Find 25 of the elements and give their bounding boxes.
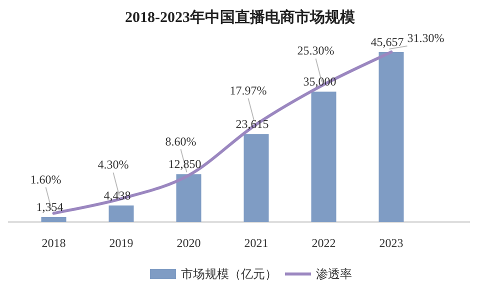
data-label: 45,657	[370, 35, 404, 49]
data-label: 31.30%	[407, 31, 444, 45]
x-tick-label: 2020	[176, 236, 201, 250]
data-label: 12,850	[168, 157, 202, 172]
data-label: 25.30%	[297, 44, 334, 58]
x-tick-label: 2018	[42, 236, 66, 250]
bar	[108, 205, 134, 222]
data-label: 8.60%	[165, 134, 196, 148]
data-label: 1,354	[36, 200, 64, 214]
legend-label: 市场规模（亿元）	[181, 267, 277, 281]
x-tick-label: 2019	[109, 236, 134, 250]
chart-title: 2018-2023年中国直播电商市场规模	[125, 8, 356, 26]
bar	[41, 216, 66, 222]
data-label: 17.97%	[230, 83, 267, 98]
legend-label: 渗透率	[316, 267, 352, 281]
data-label: 1.60%	[30, 172, 62, 186]
bar	[244, 134, 269, 222]
x-tick-label: 2021	[244, 236, 268, 250]
data-label: 4,438	[104, 188, 131, 202]
bar	[378, 52, 404, 222]
bar	[311, 92, 336, 222]
x-tick-label: 2022	[312, 236, 336, 250]
data-label: 4.30%	[98, 158, 129, 172]
x-tick-label: 2023	[379, 236, 404, 250]
bar	[176, 174, 202, 222]
